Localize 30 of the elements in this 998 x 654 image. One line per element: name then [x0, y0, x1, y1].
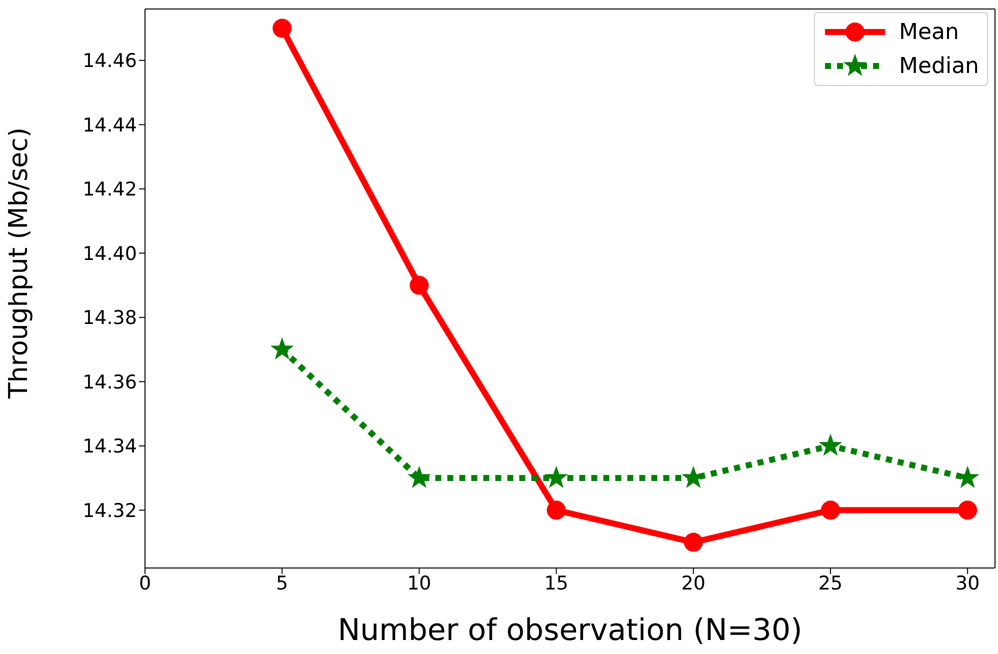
x-tick-label: 15 — [544, 572, 568, 594]
x-axis-title: Number of observation (N=30) — [338, 613, 802, 648]
point — [820, 500, 840, 520]
x-tick-label: 10 — [407, 572, 432, 594]
x-tick-label: 20 — [681, 572, 706, 594]
y-tick-label: 14.34 — [82, 436, 137, 458]
point — [546, 500, 566, 520]
x-tick-label: 5 — [276, 572, 288, 594]
point — [271, 338, 293, 359]
x-tick-label: 0 — [138, 572, 152, 594]
y-tick-label: 14.32 — [82, 500, 137, 522]
point — [958, 500, 978, 520]
y-tick-label: 14.38 — [82, 307, 137, 330]
y-tick-label: 14.42 — [82, 178, 137, 201]
x-tick-label: 25 — [818, 572, 843, 594]
y-tick-label: 14.44 — [82, 114, 137, 136]
point — [410, 276, 429, 295]
legend-label: Median — [898, 54, 979, 78]
point — [272, 18, 292, 38]
point — [408, 466, 430, 488]
point — [684, 532, 703, 552]
y-tick-label: 14.46 — [82, 50, 137, 72]
point — [682, 466, 704, 488]
y-tick-label: 14.36 — [82, 371, 137, 394]
point — [546, 466, 568, 488]
y-tick-label: 14.40 — [82, 242, 137, 265]
point — [820, 434, 842, 456]
point — [956, 466, 978, 488]
legend-label: Mean — [898, 20, 959, 44]
x-tick-label: 30 — [955, 572, 980, 594]
